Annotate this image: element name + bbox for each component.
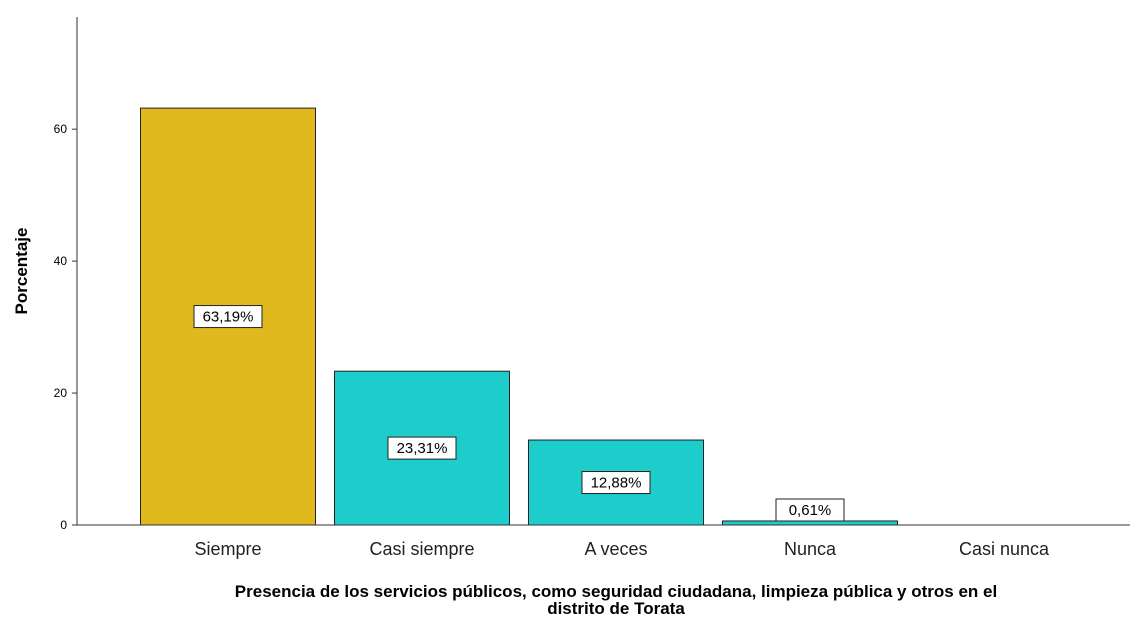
labels-layer: Siempre 63,19% Casi siempre 23,31% A veces 12… <box>193 305 1050 559</box>
data-label: 0,61% <box>789 502 832 519</box>
x-category-label: A veces <box>584 539 647 559</box>
axis-layer <box>76 17 1130 526</box>
x-axis-title-line-1: Presencia de los servicios públicos, com… <box>235 582 997 601</box>
bar-3 <box>722 520 898 526</box>
y-tick-label: 40 <box>54 254 68 268</box>
data-label: 12,88% <box>591 475 642 492</box>
x-category-label: Casi nunca <box>959 539 1050 559</box>
x-category-label: Siempre <box>194 539 261 559</box>
data-label-box <box>581 471 651 495</box>
x-category-label: Nunca <box>784 539 837 559</box>
y-tick-label: 20 <box>54 386 68 400</box>
data-label-box <box>193 305 263 329</box>
y-tick-label: 60 <box>54 122 68 136</box>
ticks-layer: 0 20 40 60 <box>54 122 77 532</box>
y-tick-label: 0 <box>60 518 67 532</box>
y-axis-title: Porcentaje <box>12 228 31 315</box>
data-label: 63,19% <box>203 309 254 326</box>
data-label-box <box>775 498 845 522</box>
data-label-box <box>387 436 457 460</box>
data-label: 23,31% <box>397 440 448 457</box>
x-axis-title-line-2: distrito de Torata <box>547 599 685 618</box>
x-category-label: Casi siempre <box>369 539 474 559</box>
